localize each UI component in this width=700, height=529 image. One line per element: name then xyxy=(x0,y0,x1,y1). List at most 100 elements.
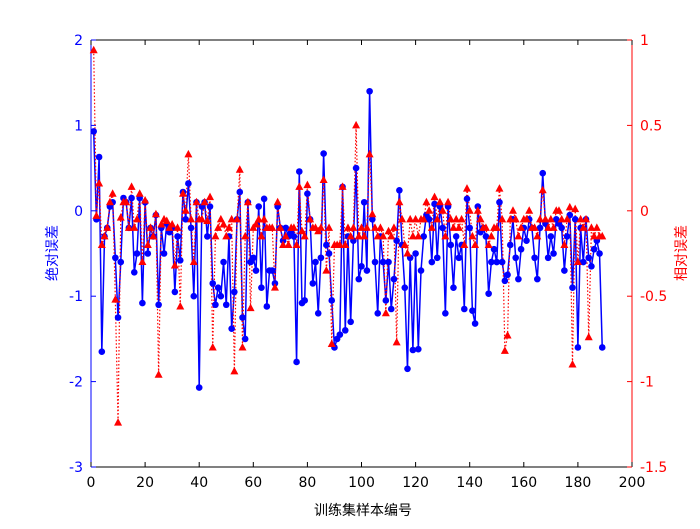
marker xyxy=(98,348,106,356)
marker xyxy=(204,233,211,240)
marker xyxy=(450,284,457,291)
marker xyxy=(149,231,158,240)
marker xyxy=(568,360,577,368)
marker xyxy=(408,231,417,240)
marker xyxy=(585,254,593,262)
marker xyxy=(349,223,358,231)
marker xyxy=(241,335,249,343)
marker xyxy=(384,226,393,235)
marker xyxy=(501,277,509,285)
marker xyxy=(373,231,382,240)
marker xyxy=(338,182,347,190)
marker xyxy=(438,206,447,214)
marker xyxy=(573,257,582,266)
marker xyxy=(143,240,152,248)
marker xyxy=(116,213,125,221)
marker xyxy=(487,231,496,240)
marker xyxy=(243,197,252,206)
marker xyxy=(454,223,463,231)
marker xyxy=(376,223,385,231)
marker xyxy=(571,216,579,223)
marker xyxy=(141,196,150,204)
marker xyxy=(228,325,235,332)
marker xyxy=(576,214,585,223)
marker xyxy=(314,309,322,317)
marker xyxy=(92,211,101,219)
y-axis-label: 绝对误差 xyxy=(45,225,61,281)
marker xyxy=(358,263,365,270)
marker xyxy=(473,206,482,214)
marker xyxy=(387,305,395,313)
marker xyxy=(406,214,415,223)
marker xyxy=(468,231,477,240)
marker xyxy=(457,214,466,223)
marker xyxy=(396,187,403,194)
marker xyxy=(112,254,119,262)
marker xyxy=(409,346,417,354)
marker xyxy=(415,345,422,353)
marker xyxy=(588,263,595,270)
marker xyxy=(312,258,319,266)
marker xyxy=(138,257,147,266)
marker xyxy=(360,198,368,206)
marker xyxy=(471,240,480,248)
marker xyxy=(442,309,449,317)
marker xyxy=(89,45,98,54)
marker xyxy=(531,254,538,262)
marker xyxy=(493,258,501,266)
marker xyxy=(369,216,376,223)
marker xyxy=(341,327,349,334)
marker xyxy=(250,254,257,262)
marker xyxy=(590,231,599,240)
marker xyxy=(584,332,593,341)
marker xyxy=(455,254,463,262)
marker xyxy=(295,168,303,175)
marker xyxy=(195,384,203,391)
marker xyxy=(514,231,523,240)
marker xyxy=(392,337,401,346)
marker xyxy=(357,223,366,231)
marker xyxy=(322,266,331,274)
marker xyxy=(400,240,409,248)
marker xyxy=(347,318,354,326)
marker xyxy=(293,358,300,366)
marker xyxy=(273,197,282,206)
marker xyxy=(320,150,327,157)
marker xyxy=(587,223,596,231)
y2-tick-label: 0.5 xyxy=(640,118,662,134)
x-tick-label: 160 xyxy=(510,475,537,491)
marker xyxy=(411,214,420,223)
y-tick-label: -2 xyxy=(69,375,83,391)
marker xyxy=(541,214,550,223)
marker xyxy=(563,214,572,223)
marker xyxy=(398,214,407,223)
marker xyxy=(563,233,571,240)
marker xyxy=(300,231,309,240)
marker xyxy=(200,197,209,206)
marker xyxy=(471,320,479,327)
x-axis-label: 训练集样本编号 xyxy=(314,502,412,519)
marker xyxy=(146,223,155,231)
marker xyxy=(190,292,198,300)
marker xyxy=(560,240,569,248)
marker xyxy=(550,250,557,257)
marker xyxy=(492,223,501,231)
y2-tick-label: 1 xyxy=(640,33,649,49)
marker xyxy=(460,305,468,313)
marker xyxy=(482,233,490,240)
marker xyxy=(122,197,131,206)
marker xyxy=(182,216,189,223)
marker xyxy=(544,254,552,262)
marker xyxy=(352,164,360,172)
marker xyxy=(538,185,547,194)
marker xyxy=(571,204,580,213)
marker xyxy=(495,184,504,192)
marker xyxy=(508,206,517,214)
y2-tick-label: -1.5 xyxy=(640,460,667,476)
marker xyxy=(268,267,276,274)
marker xyxy=(504,271,511,279)
marker xyxy=(295,182,304,190)
x-tick-label: 0 xyxy=(87,475,96,491)
marker xyxy=(481,223,490,231)
